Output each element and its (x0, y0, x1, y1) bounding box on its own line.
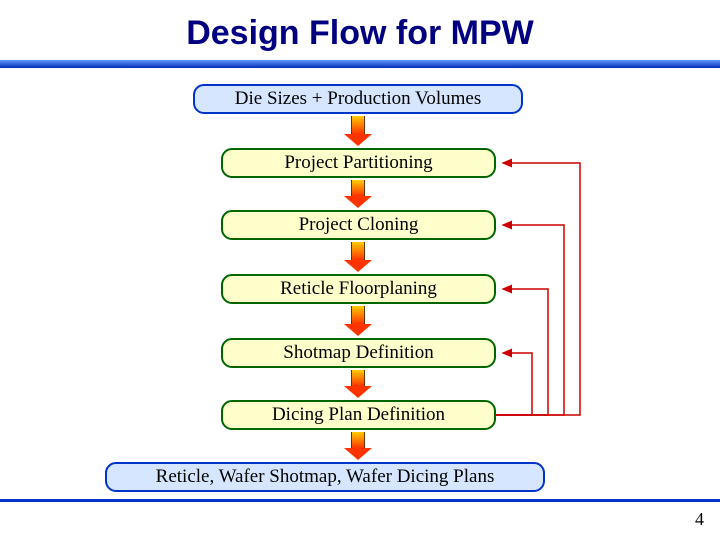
flow-box-shotmap: Shotmap Definition (221, 338, 496, 368)
flow-box-label: Project Cloning (299, 214, 419, 236)
down-arrow-icon (344, 116, 372, 146)
page-number: 4 (695, 509, 704, 530)
down-arrow-icon (344, 432, 372, 460)
down-arrow-icon (344, 180, 372, 208)
flow-box-label: Project Partitioning (284, 152, 432, 174)
down-arrow-icon (344, 306, 372, 336)
flow-box-cloning: Project Cloning (221, 210, 496, 240)
flow-box-label: Die Sizes + Production Volumes (235, 88, 481, 110)
flow-box-output: Reticle, Wafer Shotmap, Wafer Dicing Pla… (105, 462, 545, 492)
flow-box-label: Shotmap Definition (283, 342, 433, 364)
flow-box-die-sizes: Die Sizes + Production Volumes (193, 84, 523, 114)
down-arrow-icon (344, 370, 372, 398)
flow-box-label: Dicing Plan Definition (272, 404, 445, 426)
flow-box-label: Reticle, Wafer Shotmap, Wafer Dicing Pla… (156, 466, 495, 488)
flow-box-dicing: Dicing Plan Definition (221, 400, 496, 430)
flowchart: Die Sizes + Production Volumes Project Pa… (0, 0, 720, 540)
flow-box-floorplaning: Reticle Floorplaning (221, 274, 496, 304)
bottom-rule (0, 499, 720, 502)
down-arrow-icon (344, 242, 372, 272)
flow-box-partitioning: Project Partitioning (221, 148, 496, 178)
flow-box-label: Reticle Floorplaning (280, 278, 437, 300)
